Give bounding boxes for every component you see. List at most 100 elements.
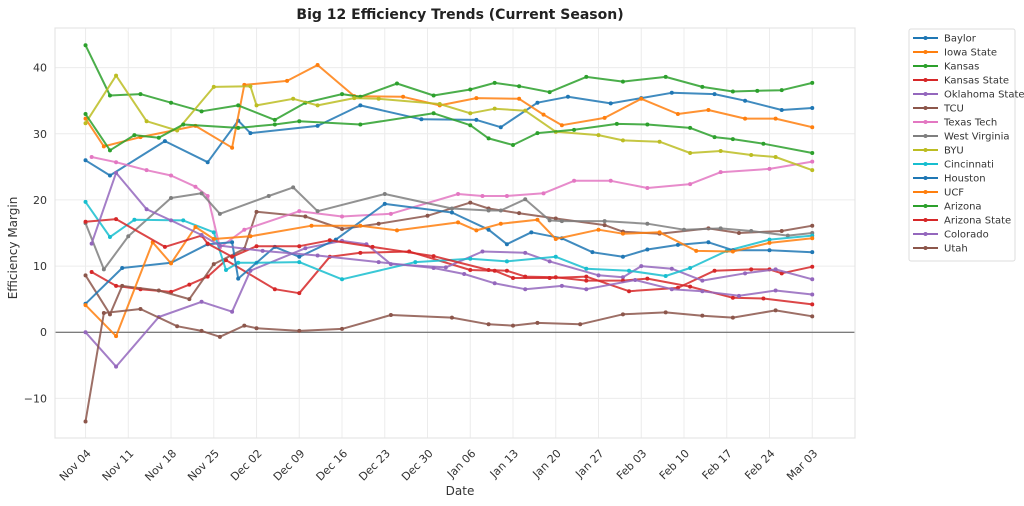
data-point (718, 149, 723, 153)
data-point (682, 227, 687, 232)
legend-marker (923, 176, 928, 180)
data-point (358, 103, 363, 108)
x-tick-label: Jan 27 (572, 447, 606, 481)
data-point (627, 289, 632, 294)
data-point (431, 266, 436, 271)
data-point (132, 133, 137, 138)
data-point (431, 93, 436, 98)
data-point (602, 219, 607, 224)
data-point (462, 272, 467, 276)
series-line-iowa-state (84, 64, 813, 149)
legend-marker (923, 78, 928, 82)
data-point (498, 125, 503, 130)
data-point (730, 89, 735, 94)
data-point (535, 131, 540, 136)
data-point (126, 234, 131, 239)
data-point (114, 364, 119, 369)
data-point (743, 98, 748, 103)
data-point (89, 154, 94, 159)
data-point (645, 247, 650, 252)
data-point (474, 96, 479, 101)
data-point (297, 254, 302, 259)
data-point (315, 253, 320, 258)
data-point (193, 184, 198, 189)
data-point (749, 267, 754, 272)
data-point (700, 313, 705, 318)
data-point (688, 284, 693, 289)
data-point (211, 230, 216, 235)
data-point (394, 81, 399, 86)
data-point (645, 221, 650, 226)
legend-label: Kansas State (944, 76, 1009, 87)
data-point (700, 84, 705, 89)
data-point (810, 277, 815, 282)
data-point (315, 123, 320, 128)
data-point (669, 90, 674, 95)
legend-label: TCU (943, 104, 964, 115)
legend-label: Cincinnati (944, 160, 994, 171)
data-point (303, 214, 308, 219)
data-point (468, 87, 473, 92)
legend-label: Utah (944, 244, 968, 255)
data-point (83, 158, 88, 163)
data-point (767, 237, 772, 242)
series-line-utah (84, 308, 813, 422)
data-point (761, 296, 766, 301)
data-point (596, 227, 601, 232)
data-point (468, 268, 473, 273)
x-tick-label: Dec 23 (356, 447, 393, 484)
data-point (810, 150, 815, 155)
data-point (230, 254, 235, 259)
data-point (688, 182, 693, 187)
data-point (810, 159, 815, 164)
data-point (211, 262, 216, 267)
data-point (767, 248, 772, 253)
x-tick-label: Mar 03 (784, 447, 820, 483)
data-point (169, 261, 174, 266)
data-point (187, 282, 192, 287)
data-point (498, 208, 503, 213)
data-point (242, 227, 247, 232)
data-point (749, 152, 754, 157)
data-point (315, 209, 320, 214)
data-point (572, 178, 577, 183)
data-point (486, 268, 491, 273)
data-point (138, 92, 143, 97)
data-point (584, 266, 589, 271)
data-point (639, 264, 644, 269)
legend-label: Houston (944, 174, 986, 185)
legend-marker (923, 64, 928, 68)
data-point (511, 143, 516, 148)
y-tick-label: 0 (40, 326, 47, 339)
data-point (272, 287, 277, 292)
data-point (297, 244, 302, 249)
x-tick-label: Feb 17 (700, 447, 735, 482)
data-point (431, 254, 436, 259)
data-point (602, 223, 607, 228)
legend-item: Utah (913, 244, 968, 255)
data-point (706, 108, 711, 112)
data-point (810, 106, 815, 111)
data-point (504, 193, 509, 198)
legend-label: Colorado (944, 230, 989, 241)
legend-label: BYU (944, 146, 964, 157)
data-point (480, 193, 485, 198)
data-point (242, 323, 247, 328)
chart-title: Big 12 Efficiency Trends (Current Season… (296, 7, 623, 23)
data-point (517, 84, 522, 89)
data-point (596, 133, 601, 138)
data-point (181, 122, 186, 127)
x-tick-label: Dec 09 (271, 447, 308, 484)
legend-marker (923, 232, 928, 236)
data-point (89, 270, 94, 275)
x-tick-label: Feb 03 (614, 447, 649, 482)
data-point (645, 122, 650, 127)
data-point (211, 84, 216, 89)
data-point (297, 119, 302, 124)
data-point (230, 240, 235, 245)
data-point (743, 116, 748, 121)
data-point (749, 229, 754, 234)
series-arizona (83, 111, 815, 155)
data-point (523, 287, 528, 292)
